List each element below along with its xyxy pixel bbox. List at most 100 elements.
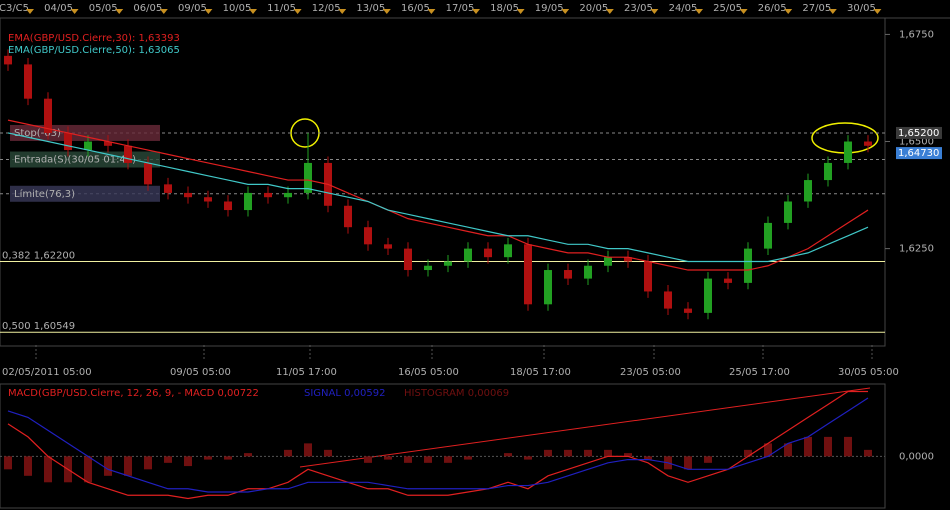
date-marker bbox=[115, 9, 124, 14]
histogram-bar bbox=[784, 443, 792, 457]
date-label: 04/05 bbox=[44, 3, 73, 14]
y-tick-label: 0,0000 bbox=[899, 451, 934, 462]
date-label: 11/05 bbox=[267, 3, 296, 14]
price-tag-label: 1,65200 bbox=[898, 128, 939, 139]
x-label: 11/05 17:00 bbox=[276, 367, 337, 378]
candle-body bbox=[524, 244, 532, 305]
candle-body bbox=[624, 257, 632, 262]
date-marker bbox=[739, 9, 748, 14]
candle-body bbox=[804, 180, 812, 202]
candle-body bbox=[844, 141, 852, 163]
candle-body bbox=[664, 291, 672, 309]
candle-body bbox=[504, 244, 512, 258]
date-marker bbox=[561, 9, 570, 14]
candle-body bbox=[44, 98, 52, 133]
histogram-bar bbox=[424, 456, 432, 463]
candle-body bbox=[724, 278, 732, 283]
histogram-bar bbox=[164, 456, 172, 463]
candle-body bbox=[764, 222, 772, 249]
date-label: 09/05 bbox=[178, 3, 207, 14]
histogram-bar bbox=[504, 453, 512, 457]
legend-entry: EMA(GBP/USD.Cierre,50): 1,63065 bbox=[8, 45, 180, 56]
date-marker bbox=[873, 9, 882, 14]
date-marker bbox=[828, 9, 837, 14]
x-label: 25/05 17:00 bbox=[729, 367, 790, 378]
y-tick-label: 1,6750 bbox=[899, 29, 934, 40]
date-label: 23/05 bbox=[624, 3, 653, 14]
order-box bbox=[10, 151, 160, 168]
candle-body bbox=[64, 132, 72, 151]
histogram-bar bbox=[124, 456, 132, 476]
histogram-bar bbox=[604, 449, 612, 457]
date-marker bbox=[695, 9, 703, 14]
date-label: 18/05 bbox=[490, 3, 519, 14]
ema-line bbox=[7, 132, 869, 263]
histogram-bar bbox=[444, 456, 452, 463]
candle-body bbox=[444, 261, 452, 266]
date-marker bbox=[338, 9, 347, 14]
legend-entry: HISTOGRAM 0,00069 bbox=[404, 388, 509, 399]
histogram-bar bbox=[844, 436, 852, 457]
histogram-bar bbox=[84, 456, 92, 483]
histogram-bar bbox=[304, 443, 312, 457]
macd-pane bbox=[0, 383, 886, 509]
histogram-bar bbox=[284, 449, 292, 457]
histogram-bar bbox=[824, 436, 832, 457]
histogram-bar bbox=[744, 449, 752, 457]
level-label: 0,500 1,60549 bbox=[2, 321, 75, 332]
candle-body bbox=[364, 227, 372, 245]
candle-body bbox=[644, 261, 652, 292]
candle-body bbox=[244, 192, 252, 211]
histogram-bar bbox=[384, 456, 392, 460]
x-label: 09/05 05:00 bbox=[170, 367, 231, 378]
legend-entry: SIGNAL 0,00592 bbox=[304, 388, 385, 399]
candle-body bbox=[584, 265, 592, 279]
date-marker bbox=[784, 9, 793, 14]
x-label: 16/05 05:00 bbox=[398, 367, 459, 378]
candle-body bbox=[124, 145, 132, 163]
order-label: Entrada(S)(30/05 01:42) bbox=[14, 155, 136, 166]
histogram-bar bbox=[24, 456, 32, 476]
order-label: Stop(-63) bbox=[14, 128, 61, 139]
price-tag bbox=[896, 126, 942, 139]
candle-body bbox=[104, 141, 112, 146]
candle-body bbox=[384, 244, 392, 249]
histogram-bar bbox=[564, 449, 572, 457]
histogram-bar bbox=[624, 453, 632, 457]
price-tag bbox=[896, 147, 942, 160]
date-label: 10/05 bbox=[223, 3, 252, 14]
candle-body bbox=[304, 162, 312, 193]
legend-entry: EMA(GBP/USD.Cierre,30): 1,63393 bbox=[8, 33, 180, 44]
candle-body bbox=[464, 248, 472, 262]
candle-body bbox=[544, 270, 552, 305]
histogram-bar bbox=[404, 456, 412, 463]
candle-body bbox=[564, 270, 572, 279]
date-marker bbox=[70, 9, 79, 14]
histogram-bar bbox=[4, 456, 12, 470]
histogram-bar bbox=[764, 443, 772, 457]
candle-body bbox=[824, 162, 832, 181]
candle-body bbox=[704, 278, 712, 313]
y-tick-label: 1,6250 bbox=[899, 244, 934, 255]
trend-line bbox=[299, 387, 871, 468]
histogram-bar bbox=[364, 456, 372, 463]
candle-body bbox=[424, 265, 432, 271]
date-label: 24/05 bbox=[669, 3, 698, 14]
date-marker bbox=[605, 9, 614, 14]
macd-line bbox=[7, 397, 869, 493]
date-label: 17/05 bbox=[446, 3, 475, 14]
date-label: 26/05 bbox=[758, 3, 787, 14]
histogram-bar bbox=[144, 456, 152, 470]
histogram-bar bbox=[464, 456, 472, 460]
price-tag-label: 1,64730 bbox=[898, 148, 939, 159]
histogram-bar bbox=[244, 453, 252, 457]
candle-body bbox=[4, 55, 12, 65]
date-label: 13/05 bbox=[356, 3, 385, 14]
date-marker bbox=[516, 9, 525, 14]
candle-body bbox=[484, 248, 492, 258]
date-marker bbox=[427, 9, 436, 14]
candle-body bbox=[24, 64, 32, 99]
date-marker bbox=[159, 9, 168, 14]
